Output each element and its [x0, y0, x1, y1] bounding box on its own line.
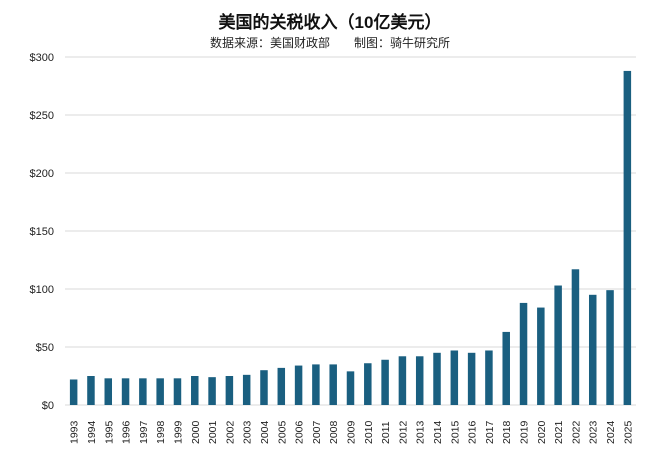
bar-2002: [225, 376, 234, 405]
x-tick-label: 2006: [294, 420, 306, 444]
bar-2001: [208, 377, 216, 405]
bar-1999: [173, 378, 182, 405]
x-tick-label: 2019: [519, 420, 531, 444]
chart-subtitle: 数据来源：美国财政部 制图：骑牛研究所: [209, 36, 450, 50]
bar-1997: [139, 378, 147, 405]
y-tick-label: $150: [30, 226, 54, 238]
bar-2021: [554, 285, 562, 405]
x-tick-label: 1995: [103, 420, 115, 444]
x-tick-label: 2025: [622, 420, 634, 444]
bar-2007: [312, 364, 320, 405]
bar-2019: [519, 302, 528, 405]
bar-2010: [364, 363, 372, 405]
x-tick-label: 2002: [224, 420, 236, 444]
bar-2004: [260, 370, 268, 405]
x-tick-label: 2003: [242, 420, 254, 444]
x-tick-label: 2015: [449, 420, 461, 444]
y-tick-label: $250: [30, 110, 54, 122]
bar-2017: [485, 350, 493, 405]
bar-2005: [277, 367, 286, 405]
bar-2013: [415, 356, 424, 405]
x-tick-label: 2010: [363, 420, 375, 444]
x-tick-label: 2012: [397, 420, 409, 444]
bar-1993: [69, 379, 78, 405]
x-tick-label: 2018: [501, 420, 513, 444]
x-tick-label: 1999: [172, 420, 184, 444]
x-tick-label: 2017: [484, 420, 496, 444]
y-tick-label: $300: [30, 52, 54, 64]
bar-2008: [329, 364, 337, 405]
x-tick-label: 2016: [467, 420, 479, 444]
x-tick-label: 2007: [311, 420, 323, 444]
bar-1996: [121, 378, 130, 405]
x-tick-label: 2001: [207, 420, 219, 444]
y-tick-label: $50: [36, 342, 54, 354]
x-tick-label: 2013: [415, 420, 427, 444]
x-tick-label: 2000: [190, 420, 202, 444]
x-tick-label: 2023: [588, 420, 600, 444]
bar-2023: [588, 294, 597, 405]
bar-2014: [433, 352, 441, 405]
bar-2020: [537, 307, 545, 405]
chart-title: 美国的关税收入（10亿美元）: [218, 13, 442, 32]
x-tick-label: 1993: [69, 420, 81, 444]
x-tick-label: 2004: [259, 420, 271, 444]
x-tick-label: 2024: [605, 420, 617, 444]
x-tick-label: 2011: [380, 421, 392, 444]
bar-2016: [467, 352, 476, 405]
bar-2025: [623, 70, 632, 406]
x-tick-label: 2005: [276, 420, 288, 444]
bar-2022: [571, 269, 580, 405]
x-tick-label: 2009: [346, 420, 358, 444]
bar-2003: [242, 374, 251, 405]
bar-1998: [156, 378, 164, 405]
x-tick-label: 2020: [536, 420, 548, 444]
x-tick-label: 2021: [553, 420, 565, 444]
y-tick-label: $0: [42, 400, 54, 412]
x-tick-label: 1996: [121, 420, 133, 444]
y-tick-label: $200: [30, 168, 54, 180]
bar-2015: [450, 350, 459, 405]
bar-2018: [502, 331, 510, 405]
y-tick-label: $100: [30, 284, 54, 296]
bar-1994: [87, 376, 95, 405]
bar-2000: [191, 376, 199, 405]
x-tick-label: 1994: [86, 420, 98, 444]
bar-2009: [346, 371, 355, 405]
bar-1995: [104, 378, 113, 405]
x-tick-label: 2008: [328, 420, 340, 444]
x-tick-label: 1997: [138, 420, 150, 444]
bar-2006: [294, 365, 303, 405]
bar-2012: [398, 356, 407, 405]
bar-2011: [381, 359, 389, 405]
x-tick-label: 2022: [570, 420, 582, 444]
x-tick-label: 2014: [432, 420, 444, 444]
x-tick-label: 1998: [155, 420, 167, 444]
bar-2024: [606, 290, 614, 405]
